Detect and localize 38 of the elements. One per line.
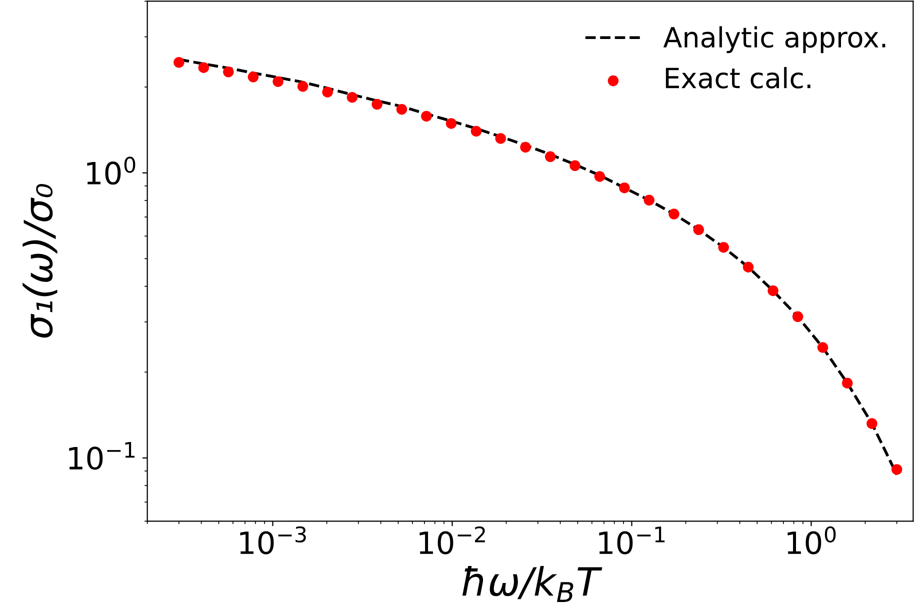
point	[223, 66, 234, 78]
point	[866, 418, 878, 429]
point	[297, 81, 308, 92]
x-tick-label: 10$^{−1}$	[599, 526, 665, 554]
point	[842, 378, 853, 388]
point	[446, 118, 457, 129]
point	[174, 57, 184, 68]
x-tick-label: 10$^{−3}$	[240, 526, 306, 554]
point	[396, 104, 408, 115]
point	[495, 133, 506, 144]
point	[594, 171, 606, 182]
point	[322, 86, 333, 98]
point	[891, 464, 902, 475]
point	[619, 182, 630, 194]
point	[544, 151, 556, 162]
point	[817, 342, 828, 353]
legend-label: Exact calc.	[666, 66, 810, 88]
x-axis-title: ħω/k$_{B}$T	[462, 566, 602, 602]
point	[693, 224, 704, 236]
point	[248, 72, 259, 82]
point	[198, 62, 210, 73]
point	[718, 242, 729, 253]
point	[421, 110, 432, 122]
point	[520, 142, 531, 153]
x-tick-label: 10$^{0}$	[788, 526, 836, 554]
legend-label: Analytic approx.	[663, 26, 886, 54]
point	[470, 126, 482, 137]
point	[570, 160, 580, 172]
point	[742, 262, 754, 273]
point	[372, 98, 382, 110]
point	[768, 285, 778, 296]
y-axis-title: σ₁(ω)/σ₀	[22, 184, 58, 338]
point	[644, 194, 654, 206]
point	[346, 92, 358, 103]
x-tick-label: 10$^{−2}$	[420, 526, 485, 554]
point	[792, 311, 804, 322]
point	[668, 208, 680, 220]
point	[272, 76, 284, 87]
